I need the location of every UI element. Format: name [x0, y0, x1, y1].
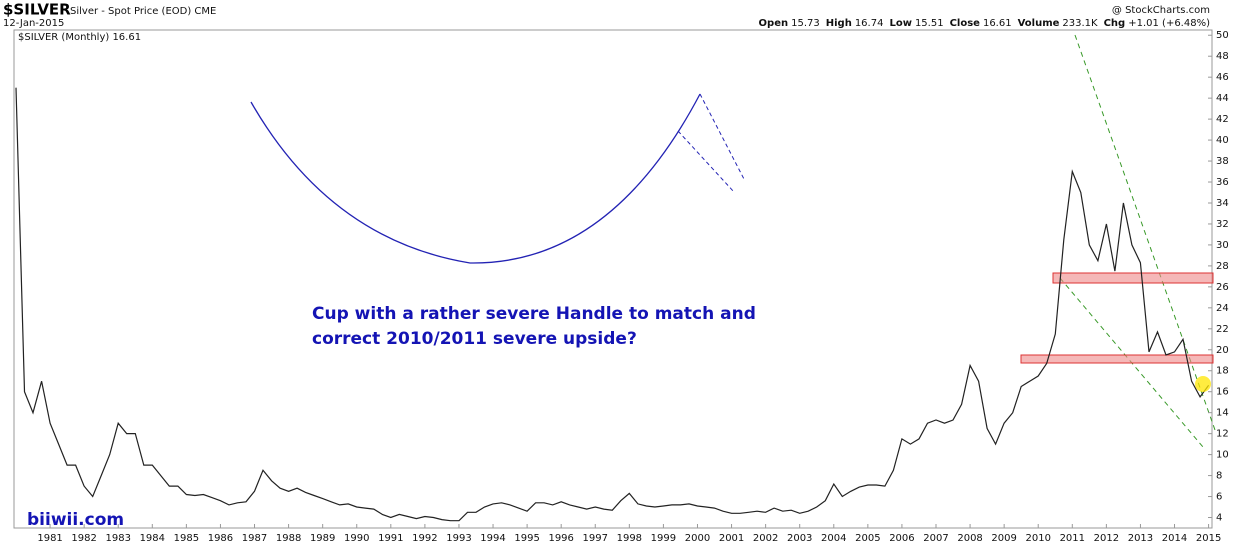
x-tick-label: 1990: [344, 533, 369, 544]
x-tick-label: 1984: [140, 533, 165, 544]
x-tick-label: 2012: [1094, 533, 1119, 544]
x-tick-label: 2005: [855, 533, 880, 544]
resistance-zone: [1052, 272, 1214, 284]
x-tick-label: 1991: [378, 533, 403, 544]
x-tick-label: 1988: [276, 533, 301, 544]
legend: $SILVER (Monthly) 16.61: [18, 32, 141, 43]
x-tick-label: 1981: [37, 533, 62, 544]
quote-value: 233.1K: [1062, 18, 1098, 29]
trend-line: [1074, 34, 1216, 431]
y-tick-label: 44: [1216, 93, 1229, 104]
y-tick-label: 34: [1216, 198, 1229, 209]
x-tick-label: 1985: [174, 533, 199, 544]
handle-line: [699, 93, 746, 182]
y-tick-label: 50: [1216, 30, 1229, 41]
resistance-zone: [1020, 354, 1214, 364]
y-tick-label: 32: [1216, 219, 1229, 230]
x-tick-label: 2011: [1060, 533, 1085, 544]
y-tick-label: 4: [1216, 513, 1222, 524]
y-tick-label: 40: [1216, 135, 1229, 146]
y-tick-label: 16: [1216, 387, 1229, 398]
quote-label: Open: [759, 18, 789, 29]
x-tick-label: 1993: [446, 533, 471, 544]
quote-value: 15.51: [915, 18, 944, 29]
x-tick-label: 1999: [651, 533, 676, 544]
x-tick-label: 1995: [514, 533, 539, 544]
quote-label: Chg: [1104, 18, 1126, 29]
quote-label: Volume: [1018, 18, 1060, 29]
quote-label: Low: [889, 18, 911, 29]
highlight: [1195, 376, 1211, 392]
x-tick-label: 2009: [991, 533, 1016, 544]
y-tick-label: 30: [1216, 240, 1229, 251]
x-tick-label: 2006: [889, 533, 914, 544]
y-tick-label: 6: [1216, 492, 1222, 503]
y-tick-label: 8: [1216, 471, 1222, 482]
symbol: $SILVER: [3, 1, 71, 19]
y-tick-label: 48: [1216, 51, 1229, 62]
x-tick-label: 1994: [480, 533, 505, 544]
annotation: correct 2010/2011 severe upside?: [312, 329, 637, 349]
x-tick-label: 2008: [957, 533, 982, 544]
x-tick-label: 2003: [787, 533, 812, 544]
x-tick-label: 1982: [71, 533, 96, 544]
y-tick-label: 18: [1216, 366, 1229, 377]
date: 12-Jan-2015: [3, 18, 64, 29]
y-tick-label: 46: [1216, 72, 1229, 83]
quote-value: +1.01 (+6.48%): [1128, 18, 1210, 29]
price-line: [15, 87, 1210, 522]
x-tick-label: 1986: [208, 533, 233, 544]
x-tick-label: 2015: [1196, 533, 1221, 544]
quote-label: High: [826, 18, 852, 29]
x-tick-label: 1996: [548, 533, 573, 544]
x-tick-label: 2004: [821, 533, 846, 544]
y-tick-label: 28: [1216, 261, 1229, 272]
y-tick-label: 10: [1216, 450, 1229, 461]
x-tick-label: 2007: [923, 533, 948, 544]
x-tick-label: 2000: [685, 533, 710, 544]
y-tick-label: 36: [1216, 177, 1229, 188]
x-tick-label: 2013: [1128, 533, 1153, 544]
y-tick-label: 38: [1216, 156, 1229, 167]
x-tick-label: 2010: [1025, 533, 1050, 544]
y-tick-label: 26: [1216, 282, 1229, 293]
y-tick-label: 42: [1216, 114, 1229, 125]
x-tick-label: 2002: [753, 533, 778, 544]
handle-line: [677, 130, 735, 193]
plot-frame: [13, 29, 1213, 529]
x-tick-label: 1989: [310, 533, 335, 544]
x-tick-label: 1987: [242, 533, 267, 544]
y-tick-label: 14: [1216, 408, 1229, 419]
annotation: Cup with a rather severe Handle to match…: [312, 304, 756, 324]
subtitle: Silver - Spot Price (EOD) CME: [70, 6, 216, 17]
x-tick-label: 1992: [412, 533, 437, 544]
y-tick-label: 12: [1216, 429, 1229, 440]
watermark: biiwii.com: [27, 510, 124, 530]
quote: Open 15.73 High 16.74 Low 15.51 Close 16.61 Volu…: [759, 18, 1211, 29]
x-tick-label: 1998: [617, 533, 642, 544]
x-tick-label: 1997: [583, 533, 608, 544]
x-tick-label: 2014: [1162, 533, 1187, 544]
x-tick-label: 1983: [105, 533, 130, 544]
cup-curve: [250, 93, 701, 264]
y-tick-label: 24: [1216, 303, 1229, 314]
quote-value: 15.73: [791, 18, 820, 29]
source: @ StockCharts.com: [1112, 5, 1210, 16]
y-tick-label: 22: [1216, 324, 1229, 335]
x-tick-label: 2001: [719, 533, 744, 544]
y-tick-label: 20: [1216, 345, 1229, 356]
quote-value: 16.74: [855, 18, 884, 29]
quote-label: Close: [950, 18, 981, 29]
quote-value: 16.61: [983, 18, 1012, 29]
